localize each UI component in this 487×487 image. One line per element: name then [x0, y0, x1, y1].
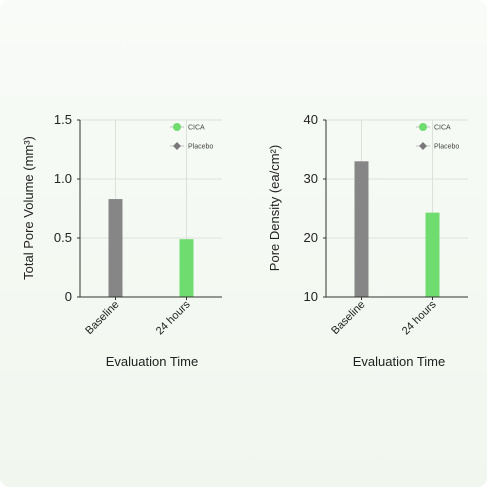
legend-label: CICA	[434, 125, 451, 132]
x-axis-title: Evaluation Time	[353, 354, 446, 369]
x-tick-label: Baseline	[83, 299, 121, 337]
y-tick-label: 0.5	[54, 230, 72, 245]
legend-label: CICA	[188, 125, 205, 132]
legend-marker-diamond	[419, 142, 427, 150]
legend-label: Placebo	[188, 144, 213, 151]
legend-label: Placebo	[434, 144, 459, 151]
y-axis-title: Pore Density (ea/cm²)	[267, 145, 282, 271]
y-tick-label: 1.0	[54, 171, 72, 186]
legend-marker-circle	[419, 123, 427, 131]
y-tick-label: 30	[304, 171, 318, 186]
y-tick-label: 1.5	[54, 112, 72, 127]
x-axis-title: Evaluation Time	[106, 354, 199, 369]
y-tick-label: 20	[304, 230, 318, 245]
legend: CICA Placebo	[416, 123, 459, 151]
y-tick-label: 40	[304, 112, 318, 127]
legend-item-cica: CICA	[416, 123, 451, 132]
y-tick-label: 10	[304, 289, 318, 304]
bar-placebo-baseline	[108, 199, 123, 297]
x-tick-label: 24 hours	[154, 298, 193, 337]
bar-placebo-baseline	[354, 161, 369, 297]
y-axis-title: Total Pore Volume (mm³)	[21, 136, 36, 280]
bar-cica-24-hours	[179, 239, 194, 297]
chart-pore-density: 10 20 30 40 Baseline 24 hours Evaluation Tim…	[267, 112, 468, 369]
y-tick-label: 0	[65, 289, 72, 304]
chart-total-pore-volume: 0 0.5 1.0 1.5 Baseline 24 hours Evaluation T…	[21, 112, 222, 369]
legend-item-cica: CICA	[170, 123, 205, 132]
x-tick-label: 24 hours	[400, 298, 439, 337]
legend-item-placebo: Placebo	[416, 142, 459, 151]
x-tick-label: Baseline	[329, 299, 367, 337]
legend-marker-diamond	[173, 142, 181, 150]
legend-item-placebo: Placebo	[170, 142, 213, 151]
legend-marker-circle	[173, 123, 181, 131]
bar-cica-24-hours	[425, 212, 440, 297]
legend: CICA Placebo	[170, 123, 213, 151]
